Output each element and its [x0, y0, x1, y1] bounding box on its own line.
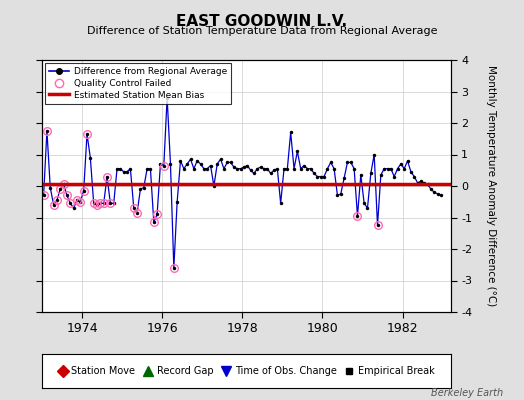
Text: EAST GOODWIN L.V.: EAST GOODWIN L.V. — [177, 14, 347, 29]
Legend: Difference from Regional Average, Quality Control Failed, Estimated Station Mean: Difference from Regional Average, Qualit… — [45, 63, 231, 104]
Y-axis label: Monthly Temperature Anomaly Difference (°C): Monthly Temperature Anomaly Difference (… — [486, 65, 496, 307]
Legend: Station Move, Record Gap, Time of Obs. Change, Empirical Break: Station Move, Record Gap, Time of Obs. C… — [58, 366, 435, 376]
Text: Berkeley Earth: Berkeley Earth — [431, 388, 503, 398]
Text: Difference of Station Temperature Data from Regional Average: Difference of Station Temperature Data f… — [87, 26, 437, 36]
